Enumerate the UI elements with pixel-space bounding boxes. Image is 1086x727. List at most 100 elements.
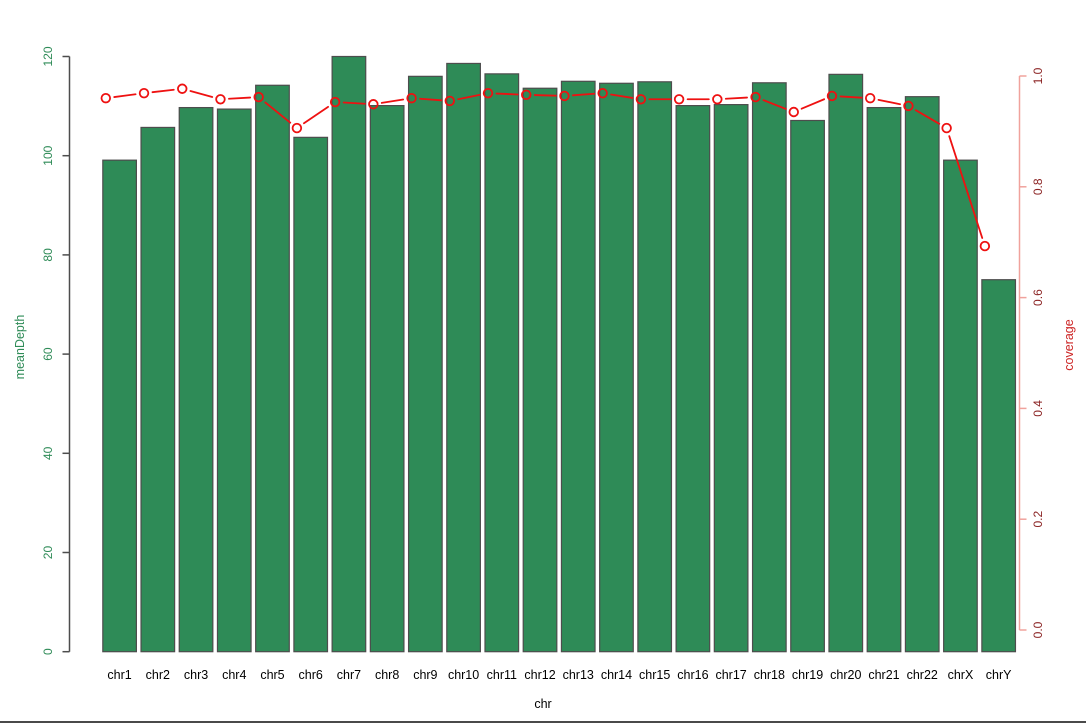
bar-chr1 xyxy=(102,159,138,653)
x-tick-label-chr2: chr2 xyxy=(146,668,170,682)
bar-chr17 xyxy=(713,104,749,653)
line-segment-chr12-chr13 xyxy=(533,94,557,97)
x-tick-label-chr22: chr22 xyxy=(907,668,938,682)
bar-chrX xyxy=(943,159,978,653)
line-segment-chr21-chr22 xyxy=(877,98,901,106)
line-segment-chr22-chrX xyxy=(914,109,941,125)
line-point-chr19 xyxy=(788,106,799,118)
x-tick-label-chr19: chr19 xyxy=(792,668,823,682)
x-tick-label-chr16: chr16 xyxy=(677,668,708,682)
line-point-chr4 xyxy=(215,94,226,105)
left-tick-label-20: 20 xyxy=(41,546,55,560)
x-tick-label-chr7: chr7 xyxy=(337,668,361,682)
line-point-chr1 xyxy=(100,92,112,104)
x-tick-label-chrX: chrX xyxy=(948,668,974,682)
x-tick-label-chr11: chr11 xyxy=(487,668,517,682)
line-segment-chr17-chr18 xyxy=(724,96,748,100)
x-axis-title: chr xyxy=(534,697,552,711)
line-segment-chr18-chr19 xyxy=(762,99,787,110)
x-tick-label-chr20: chr20 xyxy=(830,668,861,682)
line-point-chr17 xyxy=(712,94,723,105)
line-point-chr13 xyxy=(559,90,570,102)
line-point-chrX xyxy=(941,122,952,134)
left-tick-label-120: 120 xyxy=(41,46,55,66)
bar-chr3 xyxy=(178,106,214,653)
line-point-chr3 xyxy=(177,83,188,94)
x-tick-label-chr14: chr14 xyxy=(601,668,632,682)
bar-chr13 xyxy=(560,80,596,653)
x-tick-label-chr18: chr18 xyxy=(754,668,785,682)
line-point-chr21 xyxy=(865,92,876,104)
bar-chr5 xyxy=(255,84,290,653)
bar-chr2 xyxy=(140,126,176,653)
bar-chr8 xyxy=(369,105,405,653)
line-point-chr8 xyxy=(368,99,379,110)
x-tick-label-chr8: chr8 xyxy=(375,668,399,682)
x-tick-label-chr3: chr3 xyxy=(184,668,208,682)
bar-chr20 xyxy=(828,73,864,653)
bar-chrY xyxy=(981,279,1017,653)
right-tick-label-0.6: 0.6 xyxy=(1031,289,1045,306)
line-segment-chr2-chr3 xyxy=(151,88,175,94)
line-segment-chr11-chr12 xyxy=(495,92,519,96)
x-tick-label-chr6: chr6 xyxy=(299,668,323,682)
bar-chr9 xyxy=(407,75,443,653)
line-point-chr18 xyxy=(750,91,761,103)
x-tick-label-chr10: chr10 xyxy=(448,668,479,682)
line-segment-chr14-chr15 xyxy=(610,93,634,99)
line-segment-chr4-chr5 xyxy=(228,96,252,100)
line-segment-chr3-chr4 xyxy=(189,90,214,98)
left-tick-label-60: 60 xyxy=(41,347,55,361)
bar-chr11 xyxy=(484,73,520,653)
left-axis-title: meanDepth xyxy=(13,314,27,380)
right-tick-label-0.0: 0.0 xyxy=(1031,621,1045,638)
bar-chr12 xyxy=(522,87,558,653)
line-point-chr7 xyxy=(329,96,341,108)
x-tick-label-chr13: chr13 xyxy=(563,668,594,682)
x-tick-label-chr12: chr12 xyxy=(524,668,555,682)
window-bottom-border xyxy=(0,721,1086,723)
line-point-chr9 xyxy=(406,92,417,104)
x-tick-label-chr5: chr5 xyxy=(260,668,284,682)
line-point-chr5 xyxy=(253,91,264,103)
line-point-chr20 xyxy=(826,90,838,102)
line-segment-chr20-chr21 xyxy=(839,95,863,99)
line-point-chr2 xyxy=(138,87,150,99)
bar-chr18 xyxy=(751,82,787,653)
line-segment-chrX-chrY xyxy=(948,135,984,239)
left-tick-label-0: 0 xyxy=(41,648,55,655)
right-tick-label-0.8: 0.8 xyxy=(1031,178,1045,195)
bar-chr19 xyxy=(790,119,825,653)
line-segment-chr1-chr2 xyxy=(113,93,137,98)
x-tick-label-chr4: chr4 xyxy=(222,668,246,682)
bar-chr6 xyxy=(293,136,329,653)
line-point-chr11 xyxy=(482,87,494,99)
x-tick-label-chr9: chr9 xyxy=(413,668,437,682)
right-tick-label-1.0: 1.0 xyxy=(1031,67,1045,84)
left-tick-label-100: 100 xyxy=(41,145,55,165)
bar-chr16 xyxy=(675,105,711,653)
line-point-chr22 xyxy=(903,100,914,112)
bar-chr15 xyxy=(637,81,673,653)
right-axis-title: coverage xyxy=(1062,319,1076,371)
line-point-chrY xyxy=(979,240,991,252)
line-segment-chr19-chr20 xyxy=(800,98,826,110)
line-segment-chr7-chr8 xyxy=(342,101,366,105)
bar-chr10 xyxy=(446,62,481,653)
line-segment-chr9-chr10 xyxy=(419,97,443,102)
bar-chr7 xyxy=(331,55,367,653)
x-tick-label-chrY: chrY xyxy=(986,668,1012,682)
bar-chr21 xyxy=(866,106,902,653)
line-segment-chr5-chr6 xyxy=(264,101,292,124)
line-segment-chr6-chr7 xyxy=(303,105,329,125)
bar-chr22 xyxy=(904,96,940,653)
x-tick-label-chr17: chr17 xyxy=(715,668,746,682)
x-tick-label-chr1: chr1 xyxy=(107,668,131,682)
x-tick-label-chr21: chr21 xyxy=(868,668,899,682)
left-tick-label-80: 80 xyxy=(41,248,55,262)
line-segment-chr8-chr9 xyxy=(380,98,405,104)
right-tick-label-0.4: 0.4 xyxy=(1031,400,1045,417)
bar-chr14 xyxy=(599,82,634,653)
line-point-chr10 xyxy=(444,95,455,107)
